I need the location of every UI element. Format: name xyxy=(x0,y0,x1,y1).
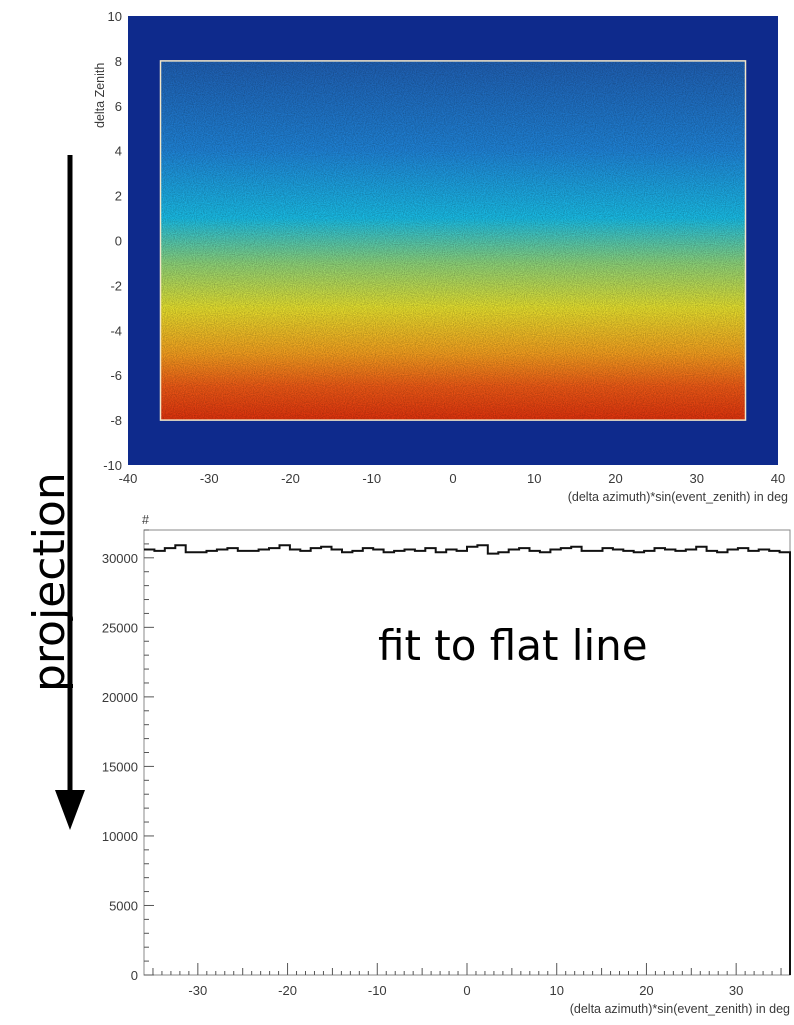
projection-y-tick-label: 25000 xyxy=(102,620,138,635)
projection-y-tick-label: 5000 xyxy=(109,898,138,913)
heatmap-x-tick-label: -30 xyxy=(200,471,219,486)
heatmap-y-tick-label: -10 xyxy=(103,458,122,473)
heatmap-y-tick-label: 4 xyxy=(115,144,122,159)
projection-x-tick-label: 0 xyxy=(463,983,470,998)
projection-y-ticks: 0 5000 10000 15000 20000 25000 30000 xyxy=(102,529,154,983)
heatmap-x-tick-labels: -40 -30 -20 -10 0 10 20 30 40 xyxy=(119,471,786,486)
projection-arrow xyxy=(55,155,85,830)
fit-annotation: fit to flat line xyxy=(378,621,648,670)
heatmap-x-tick-label: 20 xyxy=(608,471,622,486)
projection-plot-frame xyxy=(143,529,791,976)
heatmap-y-tick-label: 0 xyxy=(115,234,122,249)
heatmap-x-tick-label: 0 xyxy=(449,471,456,486)
heatmap-x-tick-label: 10 xyxy=(527,471,541,486)
heatmap-y-tick-labels: -10 -8 -6 -4 -2 0 2 4 6 8 10 xyxy=(103,9,122,473)
heatmap-y-tick-label: -6 xyxy=(110,368,122,383)
heatmap-x-tick-label: 30 xyxy=(690,471,704,486)
heatmap-x-tick-label: -40 xyxy=(119,471,138,486)
heatmap-y-tick-label: 6 xyxy=(115,99,122,114)
projection-y-tick-label: 20000 xyxy=(102,690,138,705)
heatmap-y-tick-label: 8 xyxy=(115,54,122,69)
projection-y-tick-label: 0 xyxy=(131,968,138,983)
projection-y-tick-label: 30000 xyxy=(102,551,138,566)
heatmap-x-tick-label: -10 xyxy=(362,471,381,486)
heatmap-y-axis-label: delta Zenith xyxy=(93,63,107,128)
heatmap-x-axis-label: (delta azimuth)*sin(event_zenith) in deg xyxy=(568,490,788,504)
projection-y-tick-label: 15000 xyxy=(102,759,138,774)
projection-x-tick-label: -30 xyxy=(188,983,207,998)
projection-x-tick-label: 20 xyxy=(639,983,653,998)
projection-label: projection xyxy=(24,472,75,692)
projection-x-tick-label: 30 xyxy=(729,983,743,998)
projection-chart: 0 5000 10000 15000 20000 25000 30000 -30 -20 -10… xyxy=(102,513,791,1016)
heatmap-y-tick-label: -4 xyxy=(110,323,122,338)
heatmap-x-tick-label: 40 xyxy=(771,471,785,486)
heatmap-x-tick-label: -20 xyxy=(281,471,300,486)
projection-y-axis-label: # xyxy=(142,513,149,527)
projection-y-tick-label: 10000 xyxy=(102,829,138,844)
arrow-head xyxy=(55,790,85,830)
heatmap-y-tick-label: 2 xyxy=(115,189,122,204)
heatmap-region-edge xyxy=(159,60,747,421)
projection-x-ticks: -30 -20 -10 0 10 20 30 xyxy=(152,963,782,998)
heatmap-y-tick-label: -8 xyxy=(110,413,122,428)
projection-x-axis-label: (delta azimuth)*sin(event_zenith) in deg xyxy=(570,1002,790,1016)
projection-step-line xyxy=(144,544,791,975)
projection-x-tick-label: 10 xyxy=(549,983,563,998)
projection-x-tick-label: -10 xyxy=(368,983,387,998)
heatmap-noise-texture xyxy=(160,60,746,421)
projection-x-tick-label: -20 xyxy=(278,983,297,998)
heatmap-y-tick-label: -2 xyxy=(110,278,122,293)
heatmap-y-tick-label: 10 xyxy=(108,9,122,24)
